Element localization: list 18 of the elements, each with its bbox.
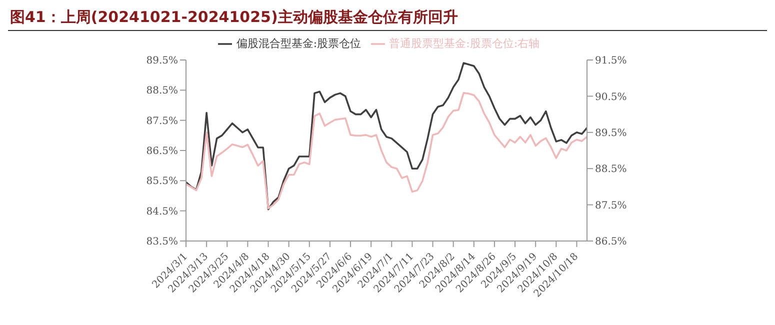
y-tick-label: 87.5% <box>146 116 178 127</box>
y2-tick-label: 86.5% <box>595 236 627 248</box>
y-tick-label: 83.5% <box>146 236 178 248</box>
y-tick-label: 85.5% <box>146 176 178 188</box>
y-tick-label: 88.5% <box>146 86 178 97</box>
legend-label: 偏股混合型基金:股票仓位 <box>236 37 362 50</box>
y2-tick-label: 91.5% <box>595 56 627 67</box>
y2-tick-label: 89.5% <box>595 128 627 139</box>
y2-tick-label: 88.5% <box>595 164 627 176</box>
chart-title: 图41：上周(20241021-20241025)主动偏股基金仓位有所回升 <box>8 8 767 31</box>
legend-label: 普通股票型基金:股票仓位:右轴 <box>389 37 540 50</box>
y2-tick-label: 87.5% <box>595 200 627 212</box>
y2-tick-label: 90.5% <box>595 92 627 103</box>
y-tick-label: 86.5% <box>146 146 178 158</box>
y-tick-label: 89.5% <box>146 56 178 67</box>
line-series <box>186 92 587 210</box>
line-series <box>186 62 587 210</box>
y-tick-label: 84.5% <box>146 206 178 218</box>
